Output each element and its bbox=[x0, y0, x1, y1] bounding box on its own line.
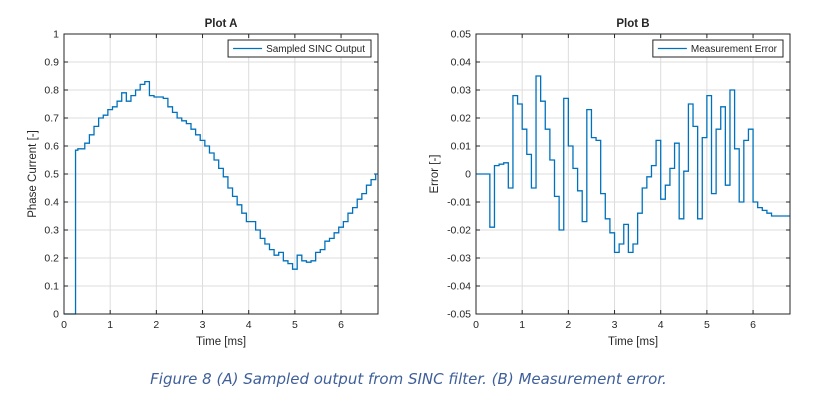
y-tick-label: 0.5 bbox=[44, 169, 59, 181]
x-tick-label: 3 bbox=[612, 319, 618, 331]
legend: Measurement Error bbox=[652, 39, 784, 58]
y-tick-label: 0.4 bbox=[44, 197, 59, 209]
figure-caption: Figure 8 (A) Sampled output from SINC fi… bbox=[150, 370, 667, 388]
x-axis-label: Time [ms] bbox=[608, 336, 658, 348]
series-line bbox=[64, 80, 378, 315]
y-tick-label: 0 bbox=[465, 169, 471, 181]
x-tick-label: 5 bbox=[704, 319, 710, 331]
x-tick-label: 0 bbox=[61, 319, 67, 331]
x-tick-label: 2 bbox=[153, 319, 159, 331]
chart-title: Plot A bbox=[205, 18, 238, 30]
plot-a: 0 1 2 3 4 5 6 0 0.1 0.2 0.3 0.4 0.5 0.6 0.7 0.8 0.9 1 Plot… bbox=[27, 18, 379, 348]
legend-box bbox=[227, 39, 372, 58]
legend-box bbox=[652, 39, 784, 58]
x-tick-label: 6 bbox=[338, 319, 344, 331]
y-axis-label: Error [-] bbox=[429, 155, 441, 194]
y-tick-label: 0.05 bbox=[451, 29, 472, 41]
y-tick-label: 0.2 bbox=[44, 253, 59, 265]
x-tick-label: 5 bbox=[292, 319, 298, 331]
axes-box bbox=[63, 33, 379, 315]
series-line bbox=[476, 75, 790, 254]
y-tick-label: -0.02 bbox=[447, 225, 471, 237]
y-tick-label: 0.7 bbox=[44, 113, 59, 125]
legend: Sampled SINC Output bbox=[227, 39, 372, 58]
x-axis-label: Time [ms] bbox=[196, 336, 246, 348]
y-tick-label: 0 bbox=[53, 309, 59, 321]
legend-label: Sampled SINC Output bbox=[266, 44, 365, 55]
y-tick-label: 0.8 bbox=[44, 85, 59, 97]
y-tick-label: 0.3 bbox=[44, 225, 59, 237]
x-tick-label: 4 bbox=[658, 319, 664, 331]
y-tick-label: -0.01 bbox=[447, 197, 471, 209]
y-tick-label: 0.01 bbox=[451, 141, 472, 153]
y-tick-label: 0.02 bbox=[451, 113, 472, 125]
y-tick-label: 0.03 bbox=[451, 85, 472, 97]
y-tick-label: 0.1 bbox=[44, 281, 59, 293]
legend-label: Measurement Error bbox=[691, 44, 778, 55]
x-tick-label: 6 bbox=[750, 319, 756, 331]
y-tick-label: -0.04 bbox=[447, 281, 471, 293]
y-tick-label: -0.03 bbox=[447, 253, 471, 265]
y-axis-label: Phase Current [-] bbox=[27, 130, 39, 218]
x-tick-label: 1 bbox=[107, 319, 113, 331]
y-tick-label: 0.04 bbox=[451, 57, 472, 69]
y-tick-label: 1 bbox=[53, 29, 59, 41]
x-tick-label: 1 bbox=[519, 319, 525, 331]
y-tick-label: 0.9 bbox=[44, 57, 59, 69]
axes-box bbox=[475, 33, 791, 315]
y-tick-label: -0.05 bbox=[447, 309, 471, 321]
x-tick-label: 3 bbox=[200, 319, 206, 331]
x-tick-label: 4 bbox=[246, 319, 252, 331]
y-tick-label: 0.6 bbox=[44, 141, 59, 153]
x-tick-label: 2 bbox=[565, 319, 571, 331]
plot-b: 0 1 2 3 4 5 6 -0.05 -0.04 -0.03 -0.02 -0.01 0 0.01 0.0… bbox=[429, 18, 791, 348]
chart-title: Plot B bbox=[616, 18, 649, 30]
x-tick-label: 0 bbox=[473, 319, 479, 331]
